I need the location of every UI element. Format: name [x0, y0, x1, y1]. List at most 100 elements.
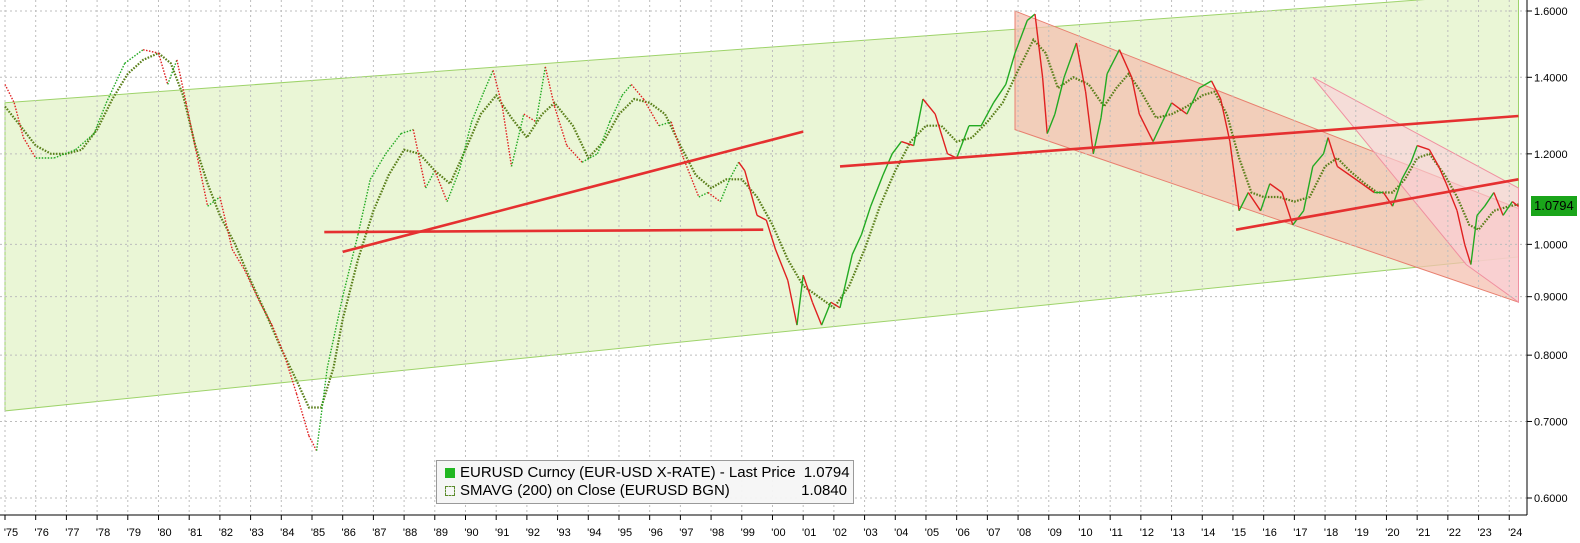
x-tick-label: '89	[434, 527, 448, 539]
x-tick-label: '24	[1508, 527, 1522, 539]
price-segment	[1131, 77, 1140, 115]
x-tick-label: '08	[1017, 527, 1031, 539]
x-tick-label: '94	[587, 527, 601, 539]
trend-lines	[324, 114, 1519, 254]
price-segment	[1186, 87, 1200, 115]
price-swatch-icon	[445, 468, 455, 478]
price-segment	[1100, 73, 1108, 118]
x-tick-label: '05	[925, 527, 939, 539]
trend-line	[324, 228, 764, 234]
price-segment	[811, 301, 823, 326]
price-segment	[820, 301, 832, 326]
legend-value-price: 1.0794	[803, 464, 850, 481]
x-tick-label: '12	[1140, 527, 1154, 539]
x-tick-label: '91	[495, 527, 509, 539]
x-tick-label: '22	[1447, 527, 1461, 539]
x-tick-label: '76	[35, 527, 49, 539]
price-segment	[1269, 183, 1283, 194]
price-segment	[492, 70, 503, 107]
price-segment	[728, 161, 740, 180]
price-segment	[956, 125, 970, 159]
x-tick-label: '03	[863, 527, 877, 539]
y-tick-label: 0.6000	[1534, 493, 1568, 505]
price-segment	[369, 153, 387, 180]
x-tick-label: '90	[464, 527, 478, 539]
price-segment	[1493, 192, 1504, 216]
x-tick-label: '02	[833, 527, 847, 539]
price-segment	[1075, 42, 1087, 92]
x-tick-label: '83	[249, 527, 263, 539]
price-segment	[231, 249, 246, 271]
price-segment	[1046, 113, 1056, 134]
price-segment	[1410, 145, 1418, 163]
price-segment	[1138, 113, 1154, 142]
x-tick-label: '11	[1109, 527, 1123, 539]
x-tick-label: '04	[894, 527, 908, 539]
price-segment	[719, 179, 731, 202]
price-segment	[185, 102, 200, 163]
price-segment	[642, 98, 660, 127]
price-segment	[501, 106, 513, 167]
x-tick-label: '86	[342, 527, 356, 539]
price-segment	[458, 121, 473, 171]
x-tick-label: '93	[556, 527, 570, 539]
x-tick-label: '20	[1385, 527, 1399, 539]
price-segment	[295, 393, 310, 437]
x-tick-label: '06	[955, 527, 969, 539]
price-segment	[765, 219, 777, 250]
x-tick-label: '99	[741, 527, 755, 539]
price-segment	[315, 367, 328, 451]
price-segment	[882, 153, 893, 176]
x-tick-label: '09	[1048, 527, 1062, 539]
y-tick-label: 1.6000	[1534, 6, 1568, 18]
price-segment	[774, 249, 789, 281]
price-segment	[308, 435, 318, 452]
sma-series-line	[4, 37, 1519, 409]
price-segment	[400, 128, 414, 135]
y-tick-label: 1.2000	[1534, 149, 1568, 161]
y-tick-label: 0.7000	[1534, 416, 1568, 428]
price-segment	[992, 84, 1007, 104]
price-segment	[1152, 121, 1164, 142]
price-segment	[609, 95, 623, 123]
price-segment	[385, 133, 402, 155]
price-segment	[553, 106, 568, 146]
price-segment	[802, 274, 814, 303]
price-segment	[980, 102, 995, 127]
price-segment	[167, 59, 178, 85]
price-segment	[446, 170, 460, 202]
price-segment	[566, 145, 583, 163]
price-segment	[434, 170, 448, 202]
grid-lines	[0, 0, 1527, 515]
sma-swatch-icon	[445, 486, 455, 496]
price-segment	[670, 121, 685, 159]
x-tick-label: '21	[1416, 527, 1430, 539]
legend-label-price: EURUSD Curncy (EUR-USD X-RATE) - Last Pr…	[460, 464, 796, 481]
price-segment	[197, 162, 209, 207]
price-segment	[1312, 153, 1325, 167]
price-segment	[544, 66, 556, 107]
x-tick-label: '18	[1324, 527, 1338, 539]
price-segment	[357, 179, 371, 235]
x-tick-label: '15	[1232, 527, 1246, 539]
price-segment	[1456, 210, 1466, 245]
price-segment	[1382, 192, 1394, 207]
x-tick-label: '80	[157, 527, 171, 539]
price-segment	[839, 254, 853, 308]
price-segment	[1106, 49, 1121, 75]
price-segment	[1259, 183, 1271, 212]
price-segment	[483, 70, 494, 92]
price-segment	[682, 157, 700, 198]
price-segment	[1014, 20, 1028, 54]
price-segment	[621, 83, 632, 96]
price-segment	[1361, 183, 1375, 194]
price-segment	[1349, 174, 1363, 185]
price-segment	[1470, 215, 1478, 265]
legend-entry-sma: SMAVG (200) on Close (EURUSD BGN) 1.0840	[445, 482, 847, 500]
price-segment	[1063, 42, 1078, 78]
price-segment	[142, 49, 159, 54]
trend-line	[839, 114, 1519, 168]
price-segment	[283, 354, 298, 395]
legend: EURUSD Curncy (EUR-USD X-RATE) - Last Pr…	[436, 460, 854, 504]
legend-entry-price: EURUSD Curncy (EUR-USD X-RATE) - Last Pr…	[445, 464, 850, 482]
